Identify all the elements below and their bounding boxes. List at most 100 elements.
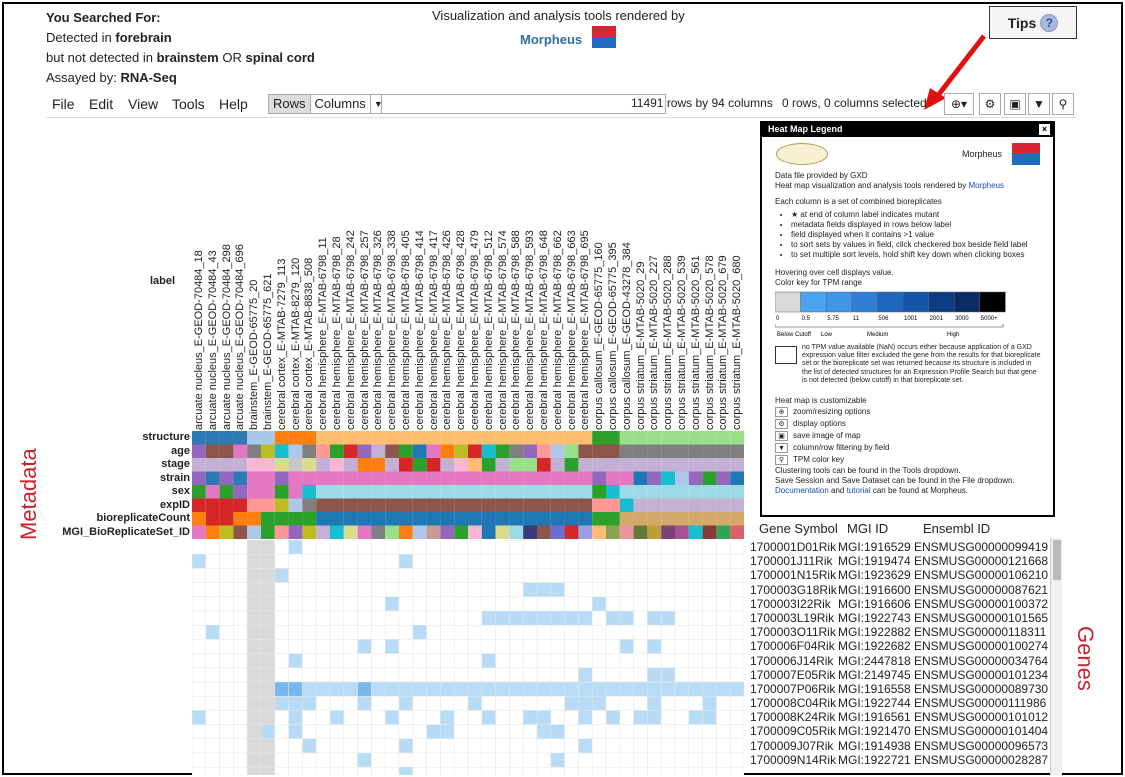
documentation-link[interactable]: Documentation (775, 486, 829, 495)
column-label[interactable]: cerebral hemisphere_E-MTAB-6798_257 (358, 230, 371, 430)
metadata-row-label[interactable]: age (171, 444, 190, 457)
column-label[interactable]: corpus striatum_E-MTAB-5020_29 (634, 261, 647, 430)
zoom-icon[interactable]: ⊕▾ (944, 93, 974, 115)
color-key-tick: 11 (853, 316, 860, 322)
column-label[interactable]: arcuate nucleus_E-GEOD-70484_18 (193, 250, 205, 430)
gene-row[interactable]: 1700001J11Rik MGI:1919474 ENSMUSG000001216… (750, 554, 1050, 568)
column-label[interactable]: brainstem_E-GEOD-65775_20 (248, 279, 261, 430)
column-label[interactable]: corpus callosum_E-GEOD-43278_384 (620, 242, 633, 430)
column-label[interactable]: cerebral hemisphere_E-MTAB-6798_338 (386, 230, 399, 430)
column-label[interactable]: cerebral hemisphere_E-MTAB-6798_326 (372, 230, 385, 430)
legend-titlebar[interactable]: Heat Map Legend × (762, 123, 1053, 137)
columns-toggle[interactable]: Columns (311, 95, 371, 113)
column-label[interactable]: cerebral hemisphere_E-MTAB-6798_426 (441, 230, 454, 430)
column-label[interactable]: cerebral hemisphere_E-MTAB-6798_417 (427, 230, 440, 430)
mgi-id-header[interactable]: MGI ID (847, 521, 889, 536)
metadata-cell (247, 512, 261, 526)
label-header[interactable]: label (150, 275, 176, 287)
heatmap-cell (260, 540, 276, 555)
gene-row[interactable]: 1700003G18RikMGI:1916600 ENSMUSG000000876… (750, 583, 1050, 597)
column-label[interactable]: brainstem_E-GEOD-65775_621 (262, 273, 274, 430)
column-label[interactable]: cerebral hemisphere_E-MTAB-6798_428 (455, 230, 468, 430)
legend-morpheus-link[interactable]: Morpheus (968, 181, 1005, 190)
gene-row[interactable]: 1700003L19Rik MGI:1922743 ENSMUSG000001015… (750, 611, 1050, 625)
column-label[interactable]: cerebral hemisphere_E-MTAB-6798_479 (469, 230, 481, 430)
gene-row[interactable]: 1700003O11Rik MGI:1922882 ENSMUSG000001183… (750, 625, 1050, 639)
tutorial-link[interactable]: tutorial (846, 486, 871, 495)
column-label[interactable]: corpus striatum_E-MTAB-5020_539 (676, 255, 688, 430)
metadata-row-label[interactable]: expID (160, 498, 190, 511)
column-label[interactable]: arcuate nucleus_E-GEOD-70484_298 (220, 244, 233, 430)
scrollbar-thumb[interactable] (1053, 540, 1061, 580)
metadata-row-label[interactable]: structure (142, 431, 190, 443)
column-label[interactable]: cerebral hemisphere_E-MTAB-6798_242 (344, 230, 357, 430)
column-label[interactable]: corpus striatum_E-MTAB-5020_561 (689, 255, 702, 430)
heatmap-cell (192, 553, 207, 569)
gene-symbol-header[interactable]: Gene Symbol (759, 521, 838, 536)
metadata-row-label[interactable]: MGI_BioReplicateSet_ID (62, 525, 190, 538)
filter-icon[interactable]: ▼ (1028, 93, 1050, 115)
column-label[interactable]: cerebral hemisphere_E-MTAB-6798_414 (413, 230, 426, 430)
morpheus-link[interactable]: Morpheus (520, 32, 583, 47)
gene-row[interactable]: 1700009N14Rik MGI:1922721 ENSMUSG000000282… (750, 753, 1050, 767)
heatmap[interactable] (192, 540, 744, 775)
save-image-icon[interactable]: ▣ (1004, 93, 1026, 115)
menu-tools[interactable]: Tools (172, 96, 205, 112)
heatmap-cell (564, 610, 579, 626)
color-key-swatch (979, 291, 1006, 313)
close-icon[interactable]: × (1039, 124, 1050, 135)
column-label[interactable]: arcuate nucleus_E-GEOD-70484_696 (234, 244, 247, 430)
gene-row[interactable]: 1700001D01Rik MGI:1916529 ENSMUSG000000994… (750, 540, 1050, 554)
column-label[interactable]: corpus striatum_E-MTAB-5020_227 (648, 255, 661, 430)
gene-row[interactable]: 1700007E05Rik MGI:2149745 ENSMUSG000001012… (750, 668, 1050, 682)
gene-row[interactable]: 1700008K24Rik MGI:1916561 ENSMUSG000001010… (750, 710, 1050, 724)
tips-button[interactable]: Tips ? (989, 6, 1077, 39)
column-label[interactable]: cerebral hemisphere_E-MTAB-6798_695 (579, 230, 592, 430)
gene-row[interactable]: 1700006J14Rik MGI:2447818 ENSMUSG000000347… (750, 654, 1050, 668)
column-label[interactable]: corpus striatum_E-MTAB-5020_578 (703, 255, 716, 430)
gene-row[interactable]: 1700006F04Rik MGI:1922682 ENSMUSG000001002… (750, 639, 1050, 653)
gene-row[interactable]: 1700003I22Rik MGI:1916606 ENSMUSG000001003… (750, 597, 1050, 611)
column-label[interactable]: cerebral cortex_E-MTAB-8838_508 (303, 257, 316, 430)
column-label[interactable]: cerebral cortex_E-MTAB-8279_120 (289, 257, 302, 430)
menu-edit[interactable]: Edit (89, 96, 114, 112)
column-label[interactable]: cerebral hemisphere_E-MTAB-6798_663 (565, 230, 578, 430)
column-label[interactable]: cerebral hemisphere_E-MTAB-6798_662 (551, 230, 564, 430)
column-label[interactable]: corpus striatum_E-MTAB-5020_680 (731, 255, 744, 430)
metadata-row-label[interactable]: sex (171, 485, 190, 497)
column-label[interactable]: cerebral hemisphere_E-MTAB-6798_405 (400, 230, 412, 430)
column-label[interactable]: corpus callosum_E-GEOD-65775_395 (607, 242, 619, 430)
column-label[interactable]: corpus callosum_E-GEOD-65775_160 (593, 242, 606, 430)
gene-row[interactable]: 1700009J07Rik MGI:1914938 ENSMUSG000000965… (750, 739, 1050, 753)
gene-row[interactable]: 1700001N15Rik MGI:1923629 ENSMUSG000001062… (750, 568, 1050, 582)
chevron-down-icon[interactable]: ▼ (373, 99, 383, 109)
column-label[interactable]: cerebral hemisphere_E-MTAB-6798_11 (317, 237, 330, 430)
gene-row[interactable]: 1700007P06Rik MGI:1916558 ENSMUSG000000897… (750, 682, 1050, 696)
menu-file[interactable]: File (52, 96, 75, 112)
search-input[interactable] (381, 94, 666, 114)
ensembl-id-header[interactable]: Ensembl ID (923, 521, 991, 536)
column-label[interactable]: cerebral cortex_E-MTAB-7279_113 (275, 258, 288, 430)
menu-view[interactable]: View (128, 96, 159, 112)
column-label[interactable]: corpus striatum_E-MTAB-5020_288 (662, 255, 675, 430)
column-label[interactable]: cerebral hemisphere_E-MTAB-6798_588 (510, 230, 523, 430)
gene-row[interactable]: 1700008C04Rik MGI:1922744 ENSMUSG000001119… (750, 696, 1050, 710)
vertical-scrollbar[interactable] (1050, 538, 1062, 775)
column-label[interactable]: corpus striatum_E-MTAB-5020_679 (717, 255, 730, 430)
rows-toggle[interactable]: Rows (269, 95, 311, 113)
column-label[interactable]: arcuate nucleus_E-GEOD-70484_43 (206, 250, 219, 430)
menu-help[interactable]: Help (219, 96, 248, 112)
key-icon[interactable]: ⚲ (1052, 93, 1074, 115)
heatmap-cell (260, 653, 276, 669)
column-label[interactable]: cerebral hemisphere_E-MTAB-6798_28 (331, 236, 343, 430)
metadata-tracks[interactable] (192, 431, 744, 539)
metadata-row-label[interactable]: stage (161, 458, 190, 470)
metadata-row-label[interactable]: strain (160, 471, 190, 484)
gene-row[interactable]: 1700009C05Rik MGI:1921470 ENSMUSG000001014… (750, 724, 1050, 738)
column-label[interactable]: cerebral hemisphere_E-MTAB-6798_574 (496, 230, 509, 430)
metadata-row-label[interactable]: bioreplicateCount (96, 512, 190, 524)
column-label[interactable]: cerebral hemisphere_E-MTAB-6798_512 (482, 230, 495, 430)
gear-icon[interactable]: ⚙ (979, 93, 1001, 115)
column-label[interactable]: cerebral hemisphere_E-MTAB-6798_648 (538, 230, 550, 430)
column-label[interactable]: cerebral hemisphere_E-MTAB-6798_593 (524, 230, 537, 430)
